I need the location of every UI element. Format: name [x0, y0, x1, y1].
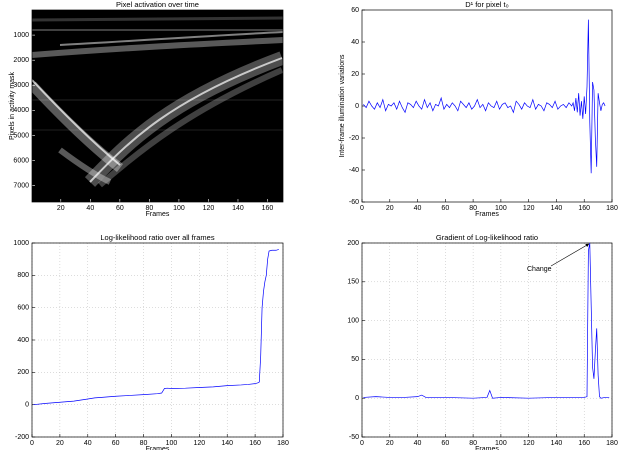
x-tick-label: 160 — [249, 440, 261, 447]
axes-box — [31, 9, 284, 203]
y-tick-label: 20 — [351, 71, 359, 78]
y-tick-label: -20 — [349, 135, 359, 142]
x-tick-label: 140 — [551, 440, 563, 447]
x-tick-label: 160 — [578, 205, 590, 212]
x-tick-label: 80 — [145, 205, 153, 212]
x-tick-label: 0 — [360, 205, 364, 212]
x-axis-label: Frames — [146, 211, 170, 218]
x-axis-label: Frames — [146, 446, 170, 450]
texture-streak — [31, 79, 121, 166]
x-tick-label: 60 — [441, 440, 449, 447]
y-tick-label: 6000 — [13, 157, 29, 164]
y-tick-label: 5000 — [13, 132, 29, 139]
x-axis-label: Frames — [475, 211, 499, 218]
x-tick-label: 80 — [140, 440, 148, 447]
x-tick-label: 40 — [414, 440, 422, 447]
y-tick-label: 150 — [347, 279, 359, 286]
y-tick-label: -40 — [349, 167, 359, 174]
x-tick-label: 180 — [606, 205, 618, 212]
chart-title: Pixel activation over time — [116, 0, 199, 9]
plot-area — [362, 243, 612, 437]
y-tick-label: 3000 — [13, 82, 29, 89]
x-tick-label: 20 — [386, 440, 394, 447]
x-tick-label: 180 — [277, 440, 289, 447]
x-tick-label: 120 — [523, 205, 535, 212]
y-tick-label: 0 — [25, 402, 29, 409]
data-line — [363, 242, 610, 399]
y-tick-label: 2000 — [13, 57, 29, 64]
chart-title: Log-likelihood ratio over all frames — [100, 233, 214, 242]
x-tick-label: 100 — [495, 205, 507, 212]
y-tick-label: 40 — [351, 39, 359, 46]
x-tick-label: 0 — [30, 440, 34, 447]
x-axis-label: Frames — [475, 446, 499, 450]
x-tick-label: 140 — [551, 205, 563, 212]
x-tick-label: 120 — [193, 440, 205, 447]
y-tick-label: 0 — [355, 103, 359, 110]
x-tick-label: 40 — [86, 205, 94, 212]
y-tick-label: 7000 — [13, 183, 29, 190]
x-tick-label: 80 — [469, 440, 477, 447]
x-tick-label: 60 — [441, 205, 449, 212]
y-tick-label: 200 — [347, 240, 359, 247]
x-tick-label: 100 — [166, 440, 178, 447]
y-tick-label: 60 — [351, 7, 359, 14]
plot-area — [32, 10, 283, 202]
y-tick-label: 4000 — [13, 107, 29, 114]
x-tick-label: 160 — [578, 440, 590, 447]
x-tick-label: 180 — [606, 440, 618, 447]
x-tick-label: 100 — [173, 205, 185, 212]
y-tick-label: 100 — [347, 317, 359, 324]
y-tick-label: -200 — [15, 434, 29, 441]
y-axis-label: Pixels in activity mask — [9, 71, 16, 140]
texture-streak — [58, 147, 112, 185]
axes-box — [31, 242, 284, 438]
x-tick-label: 140 — [232, 205, 244, 212]
texture-streak — [28, 81, 124, 172]
y-tick-label: 400 — [17, 337, 29, 344]
x-tick-label: 0 — [360, 440, 364, 447]
x-tick-label: 80 — [469, 205, 477, 212]
x-tick-label: 60 — [112, 440, 120, 447]
texture-streak — [59, 31, 284, 46]
x-tick-label: 20 — [386, 205, 394, 212]
y-tick-label: -50 — [349, 434, 359, 441]
y-axis-label: Inter-frame illumination variations — [339, 54, 346, 158]
image-texture — [28, 16, 285, 188]
x-tick-label: 20 — [57, 205, 65, 212]
axes-box — [361, 242, 613, 438]
x-tick-label: 120 — [203, 205, 215, 212]
chart-title: Gradient of Log-likelihood ratio — [436, 233, 538, 242]
y-tick-label: 1000 — [13, 240, 29, 247]
plot-area — [32, 243, 283, 437]
x-tick-label: 40 — [84, 440, 92, 447]
x-tick-label: 160 — [262, 205, 274, 212]
texture-streak — [31, 37, 284, 58]
x-tick-label: 120 — [523, 440, 535, 447]
y-tick-label: 600 — [17, 305, 29, 312]
axes-box — [361, 9, 613, 203]
data-line — [363, 19, 606, 174]
y-tick-label: 50 — [351, 356, 359, 363]
y-tick-label: 800 — [17, 272, 29, 279]
chart-title: D¹ for pixel t₀ — [465, 0, 509, 9]
data-line — [33, 249, 279, 406]
x-tick-label: 100 — [495, 440, 507, 447]
y-tick-label: 1000 — [13, 32, 29, 39]
y-tick-label: 0 — [355, 395, 359, 402]
texture-streak — [89, 57, 283, 183]
y-tick-label: -60 — [349, 199, 359, 206]
x-tick-label: 20 — [56, 440, 64, 447]
texture-streak — [31, 16, 284, 22]
annotation: Change — [527, 266, 552, 273]
texture-streak — [98, 67, 284, 188]
x-tick-label: 40 — [414, 205, 422, 212]
x-tick-label: 140 — [221, 440, 233, 447]
x-tick-label: 60 — [116, 205, 124, 212]
y-tick-label: 200 — [17, 369, 29, 376]
annotation-arrow — [550, 243, 590, 267]
